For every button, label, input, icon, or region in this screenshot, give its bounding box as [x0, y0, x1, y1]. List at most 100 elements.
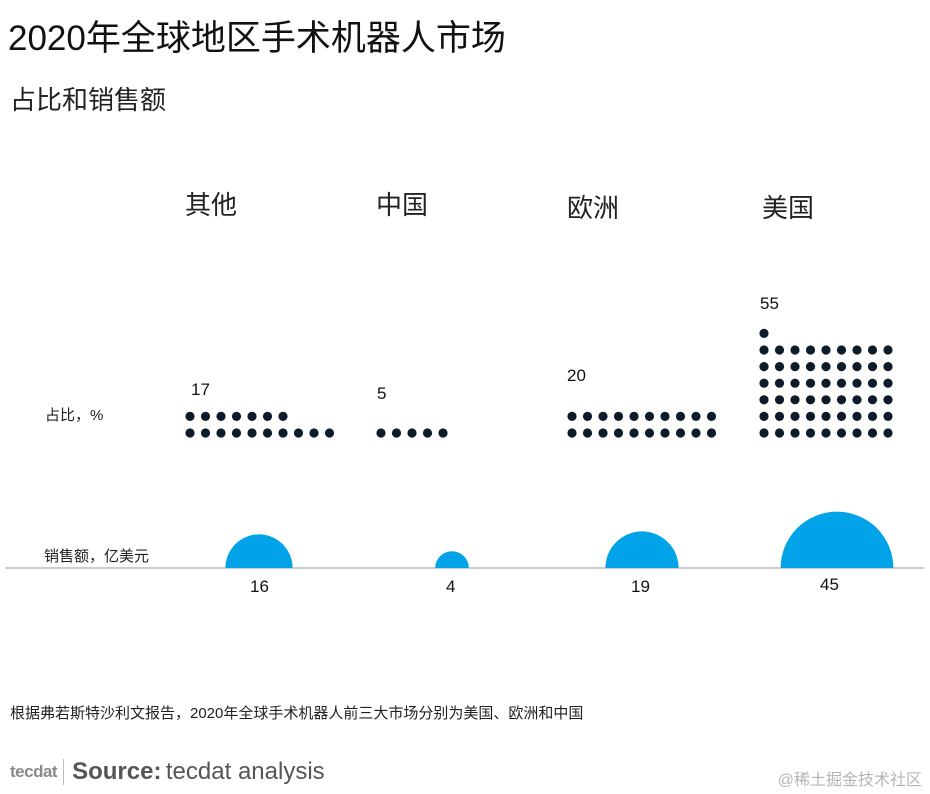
- share-dot-europe: [567, 411, 577, 421]
- share-dot-europe: [691, 428, 701, 438]
- tecdat-logo: tecdat: [10, 762, 58, 781]
- share-dot-europe: [629, 411, 639, 421]
- share-dot-europe: [598, 411, 608, 421]
- share-dot-usa: [883, 378, 893, 388]
- share-dot-usa: [790, 362, 800, 372]
- share-dot-usa: [836, 411, 847, 421]
- share-dot-europe: [706, 411, 717, 421]
- share-dot-other: [278, 428, 288, 438]
- share-dot-usa: [790, 395, 800, 405]
- share-dot-usa: [805, 411, 816, 421]
- share-value-other: 17: [191, 380, 210, 399]
- watermark: @稀土掘金技术社区: [777, 772, 922, 789]
- sales-bubble-usa: [780, 511, 894, 568]
- region-label-usa: 美国: [762, 193, 815, 223]
- share-dot-usa: [790, 428, 800, 438]
- share-dot-usa: [867, 428, 878, 438]
- sales-bubble-europe: [605, 531, 679, 568]
- share-dot-usa: [790, 345, 800, 355]
- share-dot-other: [185, 428, 195, 438]
- share-dot-other: [200, 428, 211, 438]
- sales-bubbles: [225, 511, 894, 568]
- share-dot-other: [231, 411, 242, 421]
- share-dot-usa: [852, 362, 862, 372]
- share-dot-europe: [660, 428, 670, 438]
- share-dot-europe: [660, 411, 670, 421]
- share-dot-usa: [867, 378, 878, 388]
- share-dot-usa: [774, 395, 785, 405]
- share-dot-usa: [821, 395, 831, 405]
- share-dot-usa: [759, 428, 769, 438]
- share-dot-usa: [867, 345, 878, 355]
- share-dot-europe: [582, 411, 593, 421]
- share-dot-other: [247, 411, 257, 421]
- share-dot-usa: [883, 395, 893, 405]
- share-dot-other: [216, 411, 226, 421]
- share-dot-other: [247, 428, 257, 438]
- share-dot-usa: [774, 378, 785, 388]
- share-dot-europe: [613, 428, 624, 438]
- share-dot-other: [309, 428, 319, 438]
- share-dot-usa: [805, 345, 816, 355]
- share-dot-usa: [883, 345, 893, 355]
- source-text: tecdat analysis: [165, 758, 325, 785]
- share-dot-other: [185, 411, 195, 421]
- share-dot-europe: [706, 428, 717, 438]
- chart-title: 2020年全球地区手术机器人市场: [8, 19, 506, 58]
- share-value-europe: 20: [567, 366, 586, 385]
- share-row-label: 占比，%: [45, 407, 104, 424]
- share-dot-europe: [629, 428, 639, 438]
- share-dot-usa: [805, 362, 816, 372]
- logo-divider: [63, 759, 65, 785]
- sales-value-europe: 19: [631, 577, 650, 596]
- share-dot-usa: [867, 411, 878, 421]
- share-dot-europe: [582, 428, 593, 438]
- share-dot-usa: [883, 411, 893, 421]
- share-dot-usa: [774, 362, 785, 372]
- share-dot-usa: [774, 345, 785, 355]
- share-dot-usa: [836, 362, 847, 372]
- share-dot-europe: [644, 411, 655, 421]
- share-dot-other: [324, 428, 335, 438]
- sales-bubble-china: [435, 551, 469, 568]
- share-dot-china: [391, 428, 402, 438]
- share-dot-europe: [691, 411, 701, 421]
- share-dot-usa: [852, 428, 862, 438]
- region-label-other: 其他: [185, 190, 238, 220]
- share-dot-europe: [675, 411, 686, 421]
- share-dots: [185, 328, 893, 438]
- share-dot-usa: [759, 411, 769, 421]
- share-dot-europe: [613, 411, 624, 421]
- share-dot-usa: [759, 378, 769, 388]
- share-dot-other: [200, 411, 211, 421]
- share-dot-europe: [598, 428, 608, 438]
- share-dot-usa: [836, 378, 847, 388]
- share-dot-usa: [805, 378, 816, 388]
- sales-value-china: 4: [446, 577, 456, 596]
- share-dot-usa: [759, 395, 769, 405]
- footnote: 根据弗若斯特沙利文报告，2020年全球手术机器人前三大市场分别为美国、欧洲和中国: [10, 705, 584, 722]
- share-dot-usa: [867, 362, 878, 372]
- share-dot-china: [407, 428, 417, 438]
- share-value-china: 5: [377, 384, 387, 403]
- share-dot-other: [278, 411, 288, 421]
- share-dot-china: [438, 428, 448, 438]
- share-dot-europe: [675, 428, 686, 438]
- share-dot-usa: [805, 428, 816, 438]
- share-dot-usa: [774, 428, 785, 438]
- sales-value-usa: 45: [820, 575, 839, 594]
- sales-row-label: 销售额，亿美元: [44, 548, 150, 565]
- share-dot-usa: [759, 345, 769, 355]
- share-dot-usa: [821, 362, 831, 372]
- share-dot-usa: [790, 411, 800, 421]
- share-dot-other: [262, 411, 273, 421]
- share-dot-usa: [805, 395, 816, 405]
- sales-value-other: 16: [250, 577, 269, 596]
- share-dot-usa: [852, 411, 862, 421]
- share-dot-usa: [883, 428, 893, 438]
- share-dot-usa: [836, 428, 847, 438]
- source-line: tecdat Source: tecdat analysis: [10, 758, 325, 788]
- share-dot-usa: [852, 378, 862, 388]
- region-label-europe: 欧洲: [567, 193, 620, 223]
